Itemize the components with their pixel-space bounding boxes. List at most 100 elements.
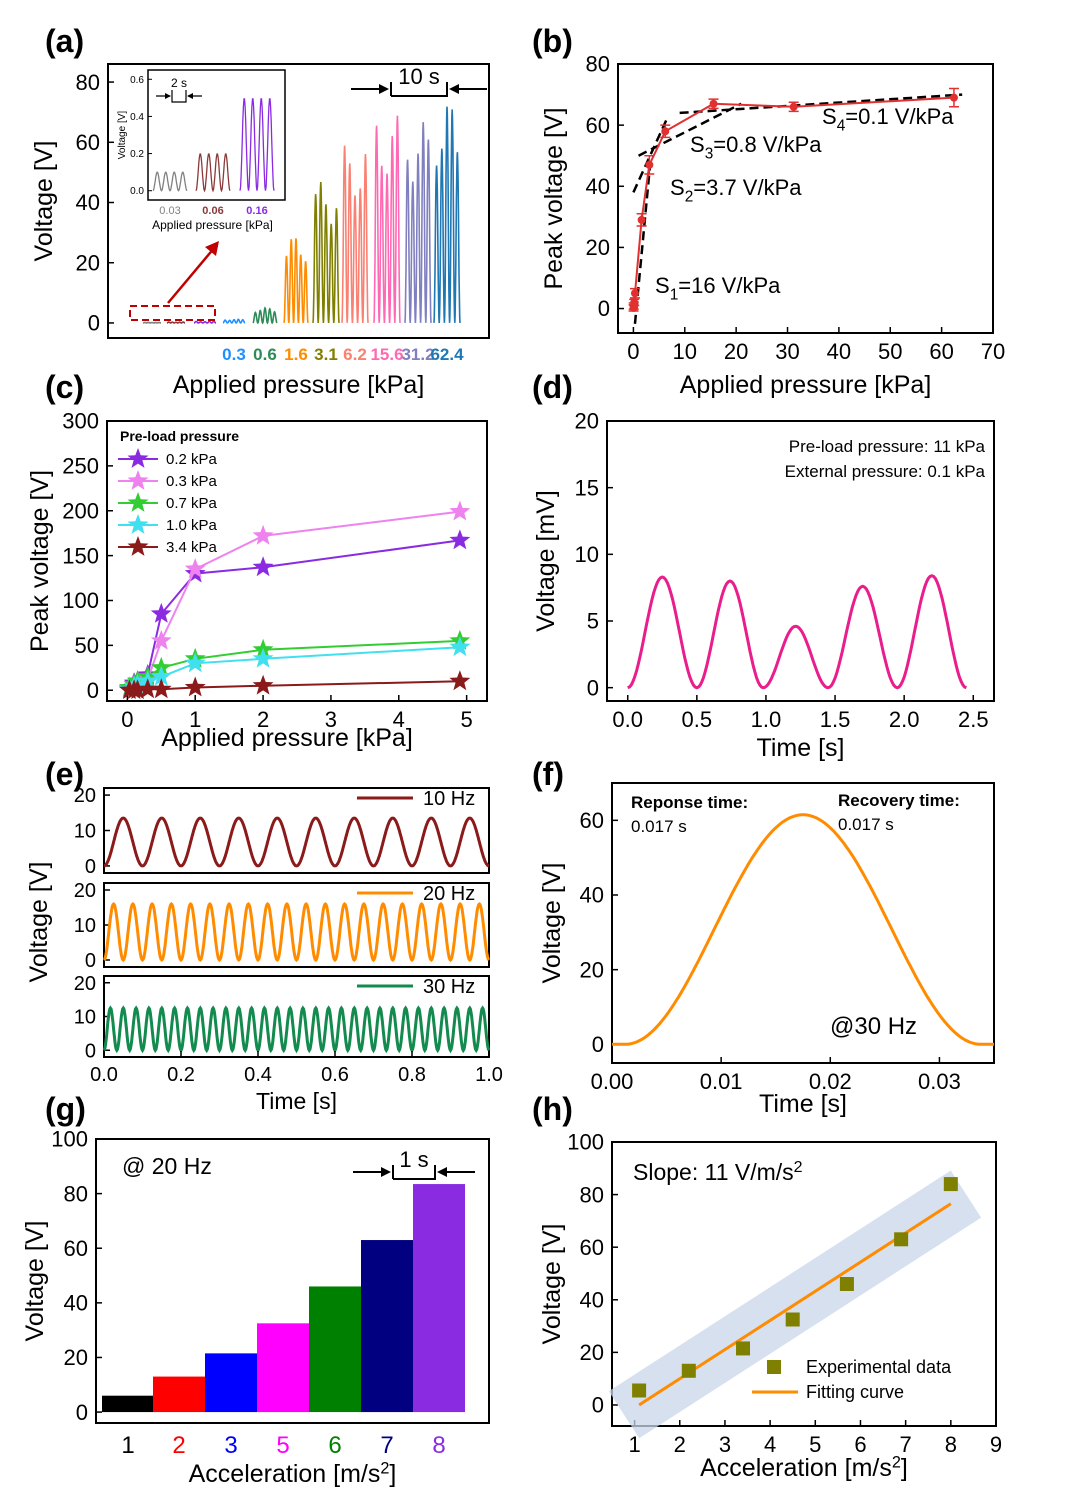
panel-a-inset-arrowheads <box>165 93 193 99</box>
panel-a-bar <box>433 106 461 323</box>
panel-a-xtick-label: 15.6 <box>370 345 403 364</box>
panel-e-ytick-label: 10 <box>74 1007 96 1029</box>
panel-e-legend-label: 20 Hz <box>423 883 475 905</box>
panel-d-ytick-label: 10 <box>575 542 599 567</box>
panel-f-recovery-value: 0.017 s <box>838 815 894 834</box>
panel-a-xlabel: Applied pressure [kPa] <box>173 371 425 399</box>
panel-c-star-marker <box>449 500 471 521</box>
panel-e-legend-label: 30 Hz <box>423 976 475 998</box>
panel-c-series-line <box>128 639 460 689</box>
panel-g-xtick-label: 2 <box>172 1432 185 1459</box>
panel-h-ytick-label: 60 <box>580 1235 604 1260</box>
panel-h-ytick-label: 80 <box>580 1182 604 1207</box>
panel-a-bar <box>373 115 401 323</box>
panel-a-inset-xtick-label: 0.06 <box>202 205 223 217</box>
panel-h-data-point <box>839 1277 854 1291</box>
panel-b-slope-label: S2=3.7 V/kPa <box>670 175 802 206</box>
panel-b-ytick-label: 0 <box>598 296 610 321</box>
panel-c-star-marker <box>184 558 206 578</box>
panel-c-legend-star <box>127 470 149 490</box>
panel-c-ytick-label: 0 <box>87 678 99 703</box>
panel-b-xlabel: Applied pressure [kPa] <box>680 371 932 399</box>
panel-c-star-marker <box>184 676 206 697</box>
panel-b-fit-line <box>637 102 742 157</box>
panel-a-inset-bar <box>195 153 231 193</box>
panel-a-inset-xlabel: Applied pressure [kPa] <box>152 218 273 232</box>
panel-h-frame <box>611 1141 997 1427</box>
panel-label: (e) <box>45 756 84 792</box>
panel-b-point <box>949 93 958 102</box>
panel-f-xtick-label: 0.01 <box>700 1069 743 1094</box>
panel-d-annotation: External pressure: 0.1 kPa <box>785 462 986 481</box>
panel-h-data-point <box>785 1312 800 1327</box>
panel-b-xtick-label: 10 <box>673 339 697 364</box>
panel-f-ytick-label: 60 <box>580 808 604 833</box>
panel-f-ytick-label: 40 <box>580 883 604 908</box>
panel-c-legend-label: 0.3 kPa <box>166 473 218 490</box>
panel-label: (c) <box>45 369 84 405</box>
panel-label: (b) <box>532 23 573 59</box>
panel-a-frame <box>107 63 490 339</box>
panel-g-bar <box>102 1395 154 1413</box>
panel-a-bar <box>193 320 217 324</box>
panel-h-ylabel: Voltage [V] <box>538 1224 566 1345</box>
panel-c-star-marker <box>150 629 172 650</box>
panel-g-ytick-label: 80 <box>64 1181 88 1206</box>
panel-label: (d) <box>532 369 573 405</box>
panel-c-star-marker <box>127 679 148 700</box>
panel-a-bar <box>222 318 246 324</box>
panel-a-xtick-label: 62.4 <box>430 345 464 364</box>
panel-a-xtick-label: 0.3 <box>222 345 246 364</box>
panel-h-ytick-label: 20 <box>580 1340 604 1365</box>
panel-e-ytick-label: 0 <box>85 1040 96 1062</box>
panel-a-10s-label: 10 s <box>398 64 440 89</box>
panel-d-annotation: Pre-load pressure: 11 kPa <box>789 437 986 456</box>
panel-e-legend-label: 10 Hz <box>423 788 475 810</box>
panel-f-xtick-label: 0.02 <box>809 1069 852 1094</box>
panel-d-xtick-label: 1.0 <box>751 707 782 732</box>
panel-c-xtick-label: 4 <box>393 707 405 732</box>
panel-c-star-marker <box>449 636 471 657</box>
panel-f-xtick-label: 0.00 <box>591 1069 634 1094</box>
panel-c-legend-label: 1.0 kPa <box>166 517 218 534</box>
panel-a-bar <box>252 306 278 325</box>
panel-h-legend-label: Fitting curve <box>806 1382 904 1402</box>
panel-c-ytick-label: 100 <box>62 588 99 613</box>
panel-a-ytick-label: 60 <box>76 130 100 155</box>
panel-h-xtick-label: 2 <box>674 1432 686 1457</box>
panel-a-arrowhead <box>205 241 219 256</box>
panel-a-bar <box>312 182 340 323</box>
panel-a-inset-xtick-label: 0.03 <box>159 205 180 217</box>
panel-e-xtick-label: 0.2 <box>167 1064 195 1086</box>
panel-b-frame <box>617 63 994 334</box>
panel-c-legend-label: 3.4 kPa <box>166 539 218 556</box>
panel-e-ytick-label: 10 <box>74 915 96 937</box>
panel-a-inset-ytick-label: 0.4 <box>130 112 144 123</box>
panel-b-xtick-label: 30 <box>775 339 799 364</box>
panel-g-frequency-label: @ 20 Hz <box>122 1153 212 1179</box>
panel-h-data-point <box>943 1177 958 1192</box>
panel-a-xtick-label: 3.1 <box>314 345 338 364</box>
panel-e-ytick-label: 0 <box>85 950 96 972</box>
panel-e-ytick-label: 20 <box>74 880 96 902</box>
panel-c-ytick-label: 150 <box>62 543 99 568</box>
panel-g-1s-bracket <box>392 1165 436 1180</box>
panel-e-ylabel: Voltage [V] <box>25 862 53 983</box>
panel-g-ytick-label: 60 <box>64 1236 88 1261</box>
panel-b-xtick-label: 40 <box>827 339 851 364</box>
panel-d-ytick-label: 15 <box>575 475 599 500</box>
panel-b-point <box>709 99 718 108</box>
panel-c-ytick-label: 250 <box>62 454 99 479</box>
panel-f-frequency-label: @30 Hz <box>830 1013 917 1040</box>
panel-c-series-line <box>129 680 460 692</box>
panel-b-point <box>789 102 798 111</box>
panel-e-xlabel: Time [s] <box>256 1088 337 1114</box>
panel-c-star-marker <box>252 556 274 577</box>
panel-h-data-point <box>632 1383 647 1398</box>
panel-a-bar <box>166 321 186 324</box>
panel-c-ytick-label: 200 <box>62 498 99 523</box>
panel-a-xtick-label: 6.2 <box>343 345 367 364</box>
panel-a-bar <box>283 238 309 324</box>
panel-b-xtick-label: 70 <box>981 339 1005 364</box>
panel-a-ytick-label: 20 <box>76 250 100 275</box>
